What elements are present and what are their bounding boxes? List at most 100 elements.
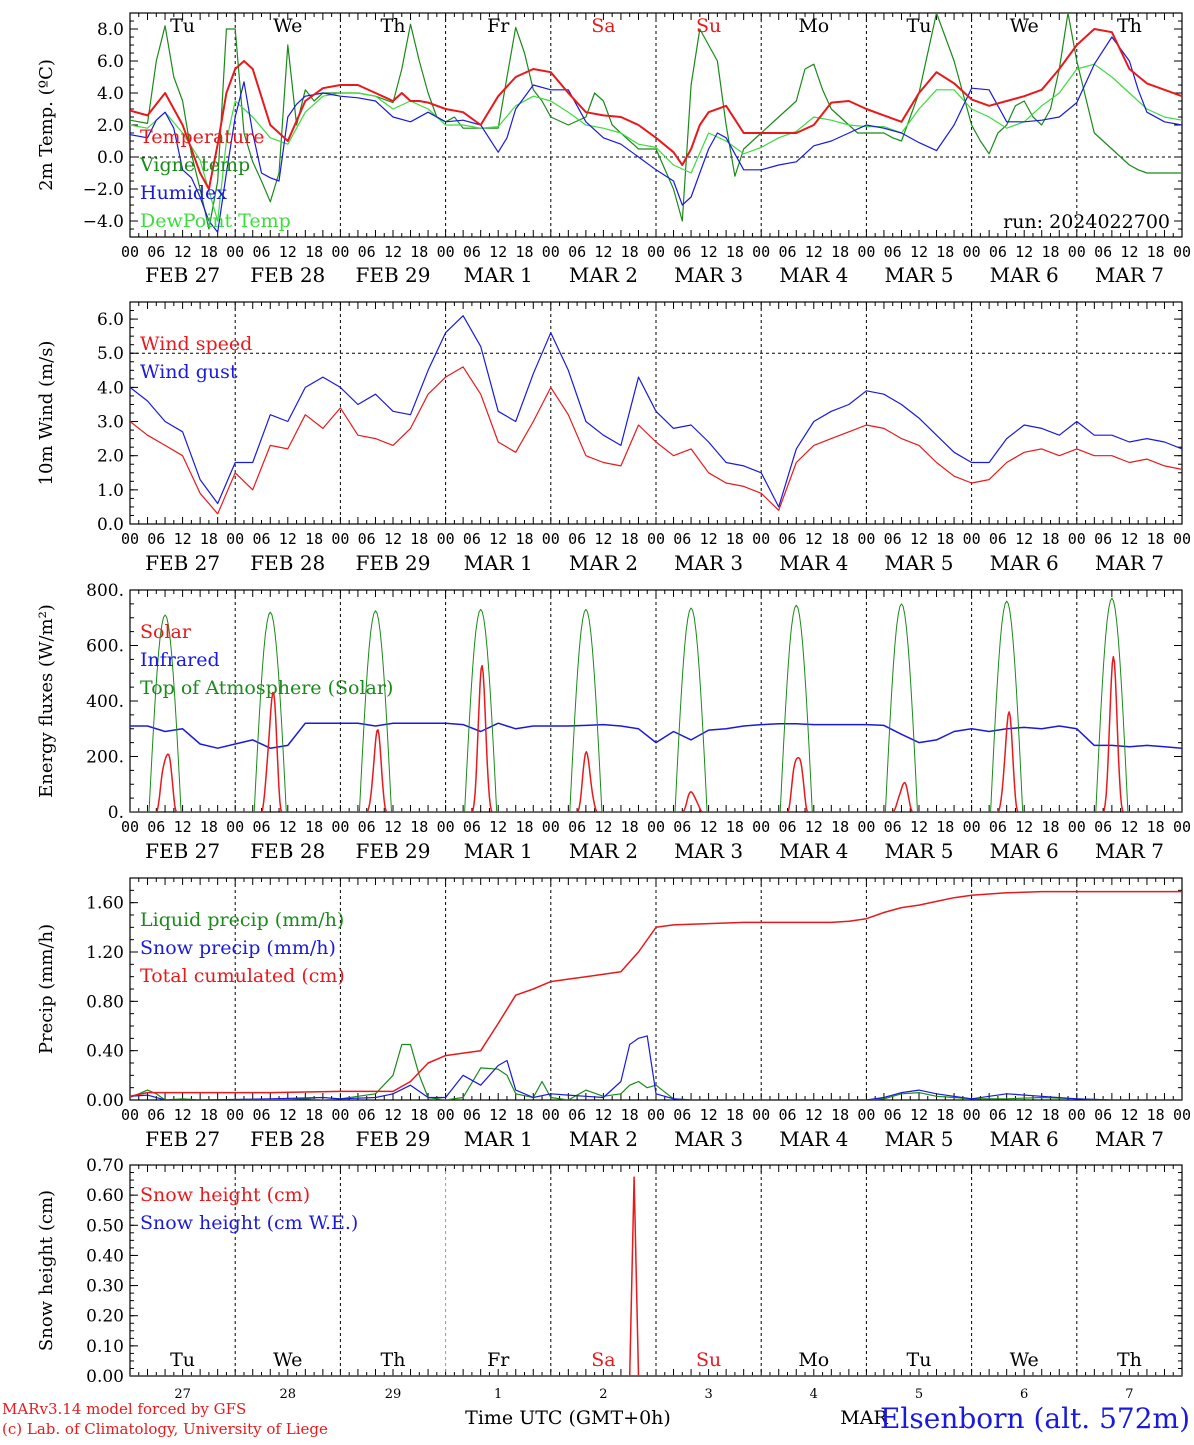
day-number-label: 3 xyxy=(704,1387,712,1402)
hour-tick-label: 00 xyxy=(437,818,455,836)
hour-tick-label: 12 xyxy=(805,1106,823,1124)
hour-tick-label: 00 xyxy=(121,818,139,836)
hour-tick-label: 12 xyxy=(594,243,612,261)
hour-tick-label: 00 xyxy=(331,243,349,261)
y-tick-label: 200. xyxy=(86,748,124,768)
hour-tick-label: 00 xyxy=(963,1106,981,1124)
hour-tick-label: 12 xyxy=(910,818,928,836)
series-liquid-precip-mm-h- xyxy=(130,1043,1182,1100)
series-vigne-temp xyxy=(130,13,1182,230)
hour-tick-label: 06 xyxy=(147,1106,165,1124)
y-tick-label: 0.0 xyxy=(97,148,124,168)
hour-tick-label: 12 xyxy=(279,818,297,836)
y-tick-label: 0.80 xyxy=(86,992,124,1012)
hour-tick-label: 00 xyxy=(331,530,349,548)
hour-tick-label: 06 xyxy=(147,243,165,261)
day-label: MAR 3 xyxy=(674,839,743,863)
weekday-label: Sa xyxy=(591,1349,615,1371)
legend-entry: Wind speed xyxy=(140,333,252,355)
y-tick-label: 0.0 xyxy=(97,515,124,535)
day-number-label: 29 xyxy=(385,1387,402,1402)
day-label: MAR 6 xyxy=(990,551,1059,575)
hour-tick-label: 00 xyxy=(647,818,665,836)
hour-tick-label: 00 xyxy=(1068,530,1086,548)
series-humidex xyxy=(130,36,1182,233)
footer-station-label: Elsenborn (alt. 572m) xyxy=(880,1402,1190,1435)
y-tick-label: 0.20 xyxy=(86,1307,124,1327)
y-tick-label: 2.0 xyxy=(97,447,124,467)
legend-entry: Humidex xyxy=(140,182,227,204)
day-label: FEB 28 xyxy=(250,839,325,863)
hour-tick-label: 18 xyxy=(726,818,744,836)
day-label: MAR 1 xyxy=(464,1127,533,1151)
hour-tick-label: 00 xyxy=(1173,243,1191,261)
legend-entry: Snow height (cm W.E.) xyxy=(140,1212,358,1234)
hour-tick-label: 18 xyxy=(621,1106,639,1124)
footer-model-credit: MARv3.14 model forced by GFS xyxy=(2,1400,246,1418)
hour-tick-label: 00 xyxy=(963,818,981,836)
hour-tick-label: 06 xyxy=(252,818,270,836)
series-solar xyxy=(130,655,1182,812)
hour-tick-label: 00 xyxy=(226,818,244,836)
y-tick-label: 0.40 xyxy=(86,1246,124,1266)
weekday-label: We xyxy=(1010,15,1039,37)
weekday-label: Th xyxy=(1117,1349,1142,1371)
hour-tick-label: 12 xyxy=(384,530,402,548)
hour-tick-label: 18 xyxy=(305,530,323,548)
y-tick-label: 0.40 xyxy=(86,1042,124,1062)
day-label: MAR 5 xyxy=(884,263,953,287)
hour-tick-label: 06 xyxy=(673,818,691,836)
hour-tick-label: 06 xyxy=(989,530,1007,548)
hour-tick-label: 12 xyxy=(174,1106,192,1124)
hour-tick-label: 00 xyxy=(121,243,139,261)
day-label: FEB 27 xyxy=(145,839,220,863)
hour-tick-label: 06 xyxy=(778,818,796,836)
day-label: MAR 5 xyxy=(884,1127,953,1151)
day-label: MAR 4 xyxy=(779,839,848,863)
day-label: MAR 1 xyxy=(464,839,533,863)
hour-tick-label: 06 xyxy=(989,1106,1007,1124)
hour-tick-label: 06 xyxy=(463,243,481,261)
y-tick-label: 0.00 xyxy=(86,1091,124,1111)
hour-tick-label: 06 xyxy=(778,243,796,261)
y-tick-label: 4.0 xyxy=(97,84,124,104)
hour-tick-label: 06 xyxy=(358,818,376,836)
hour-tick-label: 00 xyxy=(542,243,560,261)
hour-tick-label: 00 xyxy=(647,243,665,261)
day-label: MAR 3 xyxy=(674,263,743,287)
hour-tick-label: 12 xyxy=(1015,1106,1033,1124)
hour-tick-label: 00 xyxy=(542,818,560,836)
hour-tick-label: 12 xyxy=(1015,818,1033,836)
legend-entry: Snow precip (mm/h) xyxy=(140,937,336,959)
day-label: FEB 29 xyxy=(356,839,431,863)
hour-tick-label: 12 xyxy=(1120,818,1138,836)
hour-tick-label: 00 xyxy=(647,530,665,548)
hour-tick-label: 06 xyxy=(989,243,1007,261)
weekday-label: Tu xyxy=(170,1349,195,1371)
hour-tick-label: 00 xyxy=(752,243,770,261)
day-label: MAR 6 xyxy=(990,839,1059,863)
hour-tick-label: 00 xyxy=(752,818,770,836)
panel-precip: 1.60 1.20 0.80 0.40 0.00 Precip (mm/h) Liquid … xyxy=(36,877,1191,1151)
hour-tick-label: 06 xyxy=(568,243,586,261)
weekday-label: Mo xyxy=(798,1349,829,1371)
panel-wind: 6.0 5.0 4.0 3.0 2.0 1.0 0.0 10m Wind (m/s) Wind … xyxy=(36,301,1191,575)
hour-tick-label: 12 xyxy=(384,243,402,261)
hour-tick-label: 00 xyxy=(857,818,875,836)
y-tick-label: −4.0 xyxy=(83,212,124,232)
hour-tick-label: 18 xyxy=(200,818,218,836)
day-number-label: 2 xyxy=(599,1387,607,1402)
day-label: FEB 28 xyxy=(250,551,325,575)
day-number-label: 7 xyxy=(1125,1387,1133,1402)
hour-tick-label: 12 xyxy=(700,530,718,548)
day-label: MAR 2 xyxy=(569,839,638,863)
hour-tick-label: 00 xyxy=(857,1106,875,1124)
day-label: MAR 7 xyxy=(1095,839,1164,863)
hour-tick-label: 00 xyxy=(121,1106,139,1124)
hour-tick-label: 12 xyxy=(174,530,192,548)
weekday-label: Th xyxy=(381,15,406,37)
hour-tick-label: 00 xyxy=(963,530,981,548)
hour-tick-label: 18 xyxy=(1041,243,1059,261)
footer-month-label: MAR xyxy=(840,1407,888,1429)
panel-temp: 8.0 6.0 4.0 2.0 0.0 −2.0 −4.0 2m Temp. (ºC) Temp… xyxy=(36,12,1191,287)
